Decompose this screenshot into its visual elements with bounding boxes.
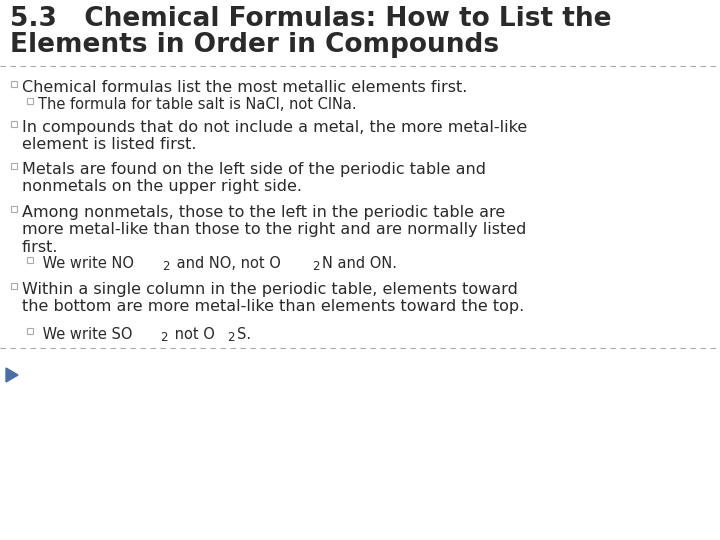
Text: Chemical formulas list the most metallic elements first.: Chemical formulas list the most metallic…: [22, 80, 467, 95]
FancyBboxPatch shape: [27, 257, 33, 263]
Text: 5.3   Chemical Formulas: How to List the: 5.3 Chemical Formulas: How to List the: [10, 6, 611, 32]
Text: Elements in Order in Compounds: Elements in Order in Compounds: [10, 32, 499, 58]
Text: N and ON.: N and ON.: [322, 256, 397, 271]
Text: 2: 2: [228, 331, 235, 344]
Text: 2: 2: [162, 260, 169, 273]
Text: S.: S.: [237, 327, 251, 342]
FancyBboxPatch shape: [27, 328, 33, 334]
FancyBboxPatch shape: [11, 121, 17, 127]
Text: Among nonmetals, those to the left in the periodic table are
more metal-like tha: Among nonmetals, those to the left in th…: [22, 205, 526, 255]
Polygon shape: [6, 368, 18, 382]
FancyBboxPatch shape: [11, 81, 17, 87]
FancyBboxPatch shape: [11, 283, 17, 289]
FancyBboxPatch shape: [27, 98, 33, 104]
FancyBboxPatch shape: [11, 206, 17, 212]
Text: We write NO: We write NO: [38, 256, 134, 271]
Text: not O: not O: [170, 327, 215, 342]
Text: The formula for table salt is NaCl, not ClNa.: The formula for table salt is NaCl, not …: [38, 97, 356, 112]
Text: Within a single column in the periodic table, elements toward
the bottom are mor: Within a single column in the periodic t…: [22, 282, 524, 314]
Text: We write SO: We write SO: [38, 327, 132, 342]
FancyBboxPatch shape: [11, 163, 17, 169]
Text: and NO, not O: and NO, not O: [171, 256, 280, 271]
Text: 2: 2: [312, 260, 320, 273]
Text: In compounds that do not include a metal, the more metal-like
element is listed : In compounds that do not include a metal…: [22, 120, 527, 152]
Text: Metals are found on the left side of the periodic table and
nonmetals on the upp: Metals are found on the left side of the…: [22, 162, 486, 194]
Text: 2: 2: [160, 331, 168, 344]
